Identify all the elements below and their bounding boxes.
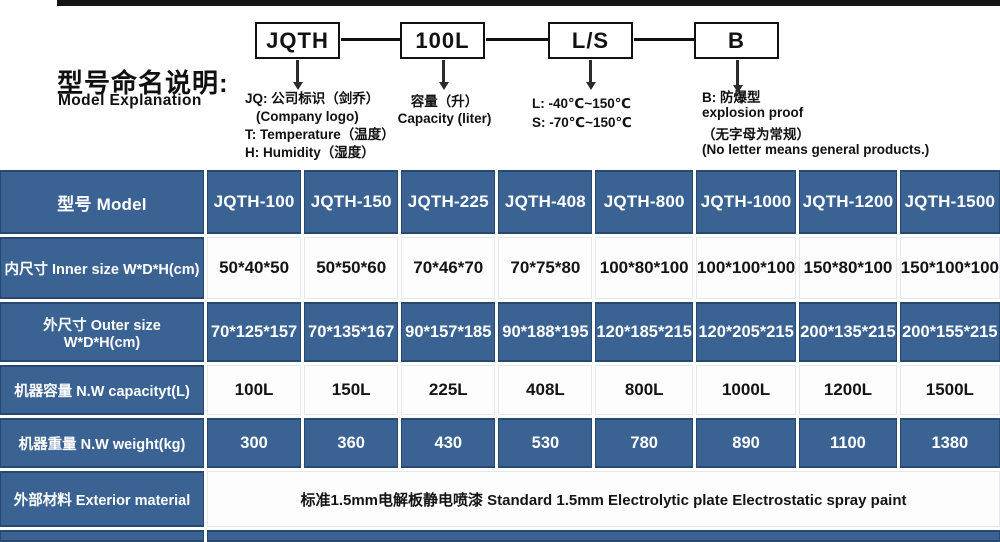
outer-size-value: 200*155*215 (899, 302, 1000, 362)
model-explanation-title-en: Model Explanation (58, 92, 202, 109)
material-value: 标准1.5mm电解板静电喷漆 Standard 1.5mm Electrolyt… (207, 471, 1000, 527)
inner-size-value: 50*50*60 (304, 237, 399, 299)
spec-table: 型号 Model JQTH-100 JQTH-150 JQTH-225 JQTH… (0, 170, 1000, 542)
weight-value: 780 (595, 418, 693, 468)
capacity-code-box: 100L (400, 22, 485, 59)
model-explanation-title-cn: 型号命名说明: (57, 68, 229, 98)
table-header-col: JQTH-100 (207, 170, 302, 234)
table-header-col: JQTH-408 (498, 170, 593, 234)
note-line: explosion proof (702, 105, 804, 120)
top-border-bar (57, 0, 1000, 6)
row-label-inner-size: 内尺寸 Inner size W*D*H(cm) (0, 237, 204, 299)
arrow-line (736, 60, 739, 85)
inner-size-value: 50*40*50 (207, 237, 302, 299)
partial-row-value-cell (207, 530, 1000, 542)
note-line: （无字母为常规） (702, 127, 810, 142)
capacity-value: 1500L (899, 365, 1000, 415)
capacity-value: 1200L (799, 365, 897, 415)
capacity-value: 800L (595, 365, 693, 415)
note-line: B: 防爆型 (702, 90, 761, 105)
row-label-weight: 机器重量 N.W weight(kg) (0, 418, 204, 468)
outer-size-value: 70*125*157 (207, 302, 302, 362)
note-line: Capacity (liter) (397, 111, 492, 126)
partial-row-label-cell (0, 530, 204, 542)
outer-size-value: 200*135*215 (799, 302, 897, 362)
note-line: S: -70℃~150℃ (532, 115, 632, 130)
note-line: JQ: 公司标识（剑乔） (245, 91, 380, 106)
inner-size-value: 100*100*100 (695, 237, 797, 299)
temperature-note: L: -40℃~150℃ S: -70℃~150℃ (532, 94, 632, 132)
inner-size-value: 150*80*100 (799, 237, 897, 299)
note-line: T: Temperature（温度） (245, 127, 395, 142)
arrow-line (589, 60, 592, 82)
arrow-down-icon (439, 82, 449, 90)
row-label-capacity: 机器容量 N.W capacityt(L) (0, 365, 204, 415)
weight-value: 300 (207, 418, 302, 468)
weight-value: 890 (695, 418, 797, 468)
explosion-proof-note: B: 防爆型 explosion proof （无字母为常规） (No lett… (702, 90, 929, 157)
weight-value: 430 (401, 418, 496, 468)
note-line: H: Humidity（湿度） (245, 145, 375, 160)
temperature-code-box: L/S (548, 22, 633, 59)
table-header-col: JQTH-150 (304, 170, 399, 234)
capacity-value: 100L (207, 365, 302, 415)
connector-line (486, 38, 548, 41)
arrow-down-icon (293, 82, 303, 90)
outer-size-value: 90*157*185 (401, 302, 496, 362)
table-header-col: JQTH-1200 (799, 170, 897, 234)
table-header-col: JQTH-800 (595, 170, 693, 234)
row-label-outer-size: 外尺寸 Outer size W*D*H(cm) (0, 302, 204, 362)
capacity-value: 225L (401, 365, 496, 415)
inner-size-value: 70*46*70 (401, 237, 496, 299)
connector-line (341, 38, 400, 41)
capacity-value: 1000L (695, 365, 797, 415)
outer-size-value: 120*205*215 (695, 302, 797, 362)
inner-size-value: 150*100*100 (899, 237, 1000, 299)
table-header-col: JQTH-1500 (899, 170, 1000, 234)
arrow-down-icon (733, 85, 743, 93)
table-header-col: JQTH-1000 (695, 170, 797, 234)
capacity-value: 408L (498, 365, 593, 415)
inner-size-value: 100*80*100 (595, 237, 693, 299)
model-code-box: JQTH (255, 22, 340, 59)
outer-size-value: 90*188*195 (498, 302, 593, 362)
table-header-col: JQTH-225 (401, 170, 496, 234)
note-line: (No letter means general products.) (702, 142, 930, 157)
outer-size-value: 70*135*167 (304, 302, 399, 362)
weight-value: 360 (304, 418, 399, 468)
model-code-note: JQ: 公司标识（剑乔） (Company logo) T: Temperatu… (245, 90, 395, 162)
explosion-proof-code-box: B (694, 22, 779, 59)
capacity-value: 150L (304, 365, 399, 415)
arrow-line (442, 60, 445, 82)
note-line: 容量（升） (410, 94, 479, 109)
weight-value: 1100 (799, 418, 897, 468)
weight-value: 1380 (899, 418, 1000, 468)
note-line: (Company logo) (256, 109, 359, 124)
arrow-down-icon (586, 82, 596, 90)
capacity-note: 容量（升） Capacity (liter) (387, 93, 502, 127)
weight-value: 530 (498, 418, 593, 468)
inner-size-value: 70*75*80 (498, 237, 593, 299)
outer-size-value: 120*185*215 (595, 302, 693, 362)
table-header-model: 型号 Model (0, 170, 204, 234)
row-label-material: 外部材料 Exterior material (0, 471, 204, 527)
connector-line (634, 38, 694, 41)
arrow-line (296, 60, 299, 82)
note-line: L: -40℃~150℃ (532, 96, 632, 111)
